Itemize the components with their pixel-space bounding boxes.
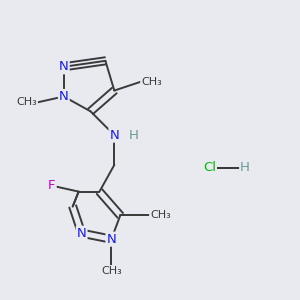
Text: N: N (59, 60, 69, 73)
Text: N: N (110, 129, 119, 142)
Text: F: F (48, 179, 56, 192)
Text: H: H (240, 161, 250, 174)
Text: CH₃: CH₃ (150, 210, 171, 220)
Text: CH₃: CH₃ (101, 266, 122, 276)
Text: N: N (106, 233, 116, 246)
Text: N: N (77, 227, 86, 240)
Text: N: N (59, 90, 69, 103)
Text: H: H (129, 129, 139, 142)
Text: Cl: Cl (203, 161, 216, 174)
Text: CH₃: CH₃ (141, 76, 162, 87)
Text: CH₃: CH₃ (16, 98, 37, 107)
